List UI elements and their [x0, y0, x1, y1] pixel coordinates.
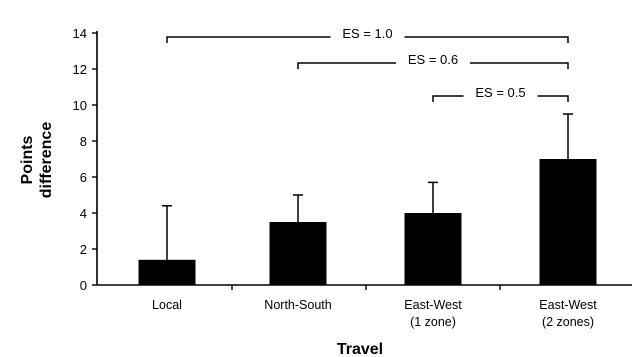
x-category-label: (1 zone) — [410, 315, 456, 329]
x-category-label: East-West — [539, 298, 597, 312]
y-tick-label: 0 — [80, 278, 87, 293]
bracket-label-bg — [330, 25, 405, 41]
y-tick-label: 8 — [80, 134, 87, 149]
x-category-label: East-West — [404, 298, 462, 312]
x-axis-title: Travel — [337, 341, 383, 357]
effect-size-label: ES = 0.5 — [475, 85, 525, 100]
bar — [269, 222, 327, 285]
y-axis-title-line: Points — [19, 135, 36, 184]
bracket-label-bg — [463, 84, 538, 100]
y-axis-title: Points difference — [19, 122, 55, 199]
y-axis-title-line: difference — [38, 122, 55, 199]
effect-size-label: ES = 0.6 — [408, 52, 458, 67]
y-tick-label: 14 — [73, 26, 87, 41]
effect-size-label: ES = 1.0 — [342, 26, 392, 41]
y-tick-label: 12 — [73, 62, 87, 77]
y-tick-label: 10 — [73, 98, 87, 113]
x-category-label: Local — [152, 298, 182, 312]
chart-bars — [138, 113, 597, 285]
bar — [404, 213, 462, 285]
y-tick-label: 2 — [80, 242, 87, 257]
chart-annotations: ES = 1.0 ES = 0.6 ES = 0.5 — [166, 25, 569, 102]
bracket-label-bg — [396, 51, 470, 67]
bar — [138, 259, 196, 285]
x-category-label: (2 zones) — [542, 315, 594, 329]
y-tick-label: 6 — [80, 170, 87, 185]
bar — [539, 159, 597, 285]
chart-labels: Local North-South East-West (1 zone) East-We… — [19, 122, 597, 357]
y-tick-label: 4 — [80, 206, 87, 221]
x-category-label: North-South — [264, 298, 331, 312]
